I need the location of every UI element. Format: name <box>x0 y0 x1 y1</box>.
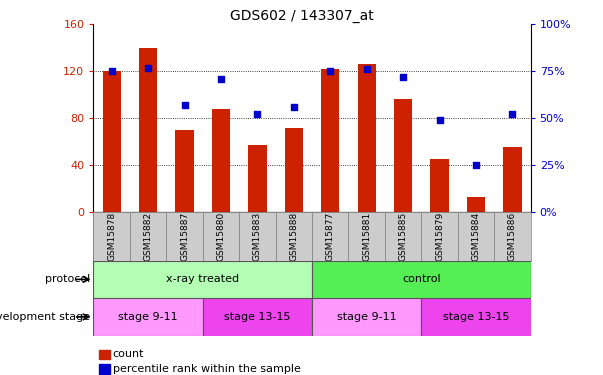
Text: development stage: development stage <box>0 312 90 322</box>
Text: GSM15878: GSM15878 <box>107 211 116 261</box>
Text: GSM15880: GSM15880 <box>216 211 226 261</box>
Text: GSM15879: GSM15879 <box>435 211 444 261</box>
Text: stage 13-15: stage 13-15 <box>443 312 510 322</box>
Text: control: control <box>402 274 441 284</box>
Text: GSM15881: GSM15881 <box>362 211 371 261</box>
Bar <box>312 261 531 298</box>
Bar <box>130 212 166 261</box>
Point <box>253 111 262 117</box>
Bar <box>103 71 121 212</box>
Point <box>508 111 517 117</box>
Bar <box>321 69 339 212</box>
Text: GSM15884: GSM15884 <box>472 211 481 261</box>
Text: GDS602 / 143307_at: GDS602 / 143307_at <box>230 9 373 23</box>
Bar <box>431 159 449 212</box>
Text: GSM15886: GSM15886 <box>508 211 517 261</box>
Bar <box>358 64 376 212</box>
Bar <box>212 109 230 212</box>
Bar <box>349 212 385 261</box>
Bar <box>276 212 312 261</box>
Point <box>144 64 153 70</box>
Bar <box>385 212 421 261</box>
Bar <box>239 212 276 261</box>
Bar <box>421 298 531 336</box>
Text: GSM15888: GSM15888 <box>289 211 298 261</box>
Point <box>216 76 226 82</box>
Text: GSM15877: GSM15877 <box>326 211 335 261</box>
Bar <box>203 298 312 336</box>
Bar <box>166 212 203 261</box>
Bar <box>175 130 194 212</box>
Bar <box>203 212 239 261</box>
Bar <box>93 298 203 336</box>
Text: GSM15882: GSM15882 <box>144 211 153 261</box>
Bar <box>93 212 130 261</box>
Bar <box>312 298 421 336</box>
Bar <box>421 212 458 261</box>
Bar <box>504 147 522 212</box>
Bar <box>394 99 412 212</box>
Point <box>471 162 481 168</box>
Text: stage 13-15: stage 13-15 <box>224 312 291 322</box>
Bar <box>285 128 303 212</box>
Text: x-ray treated: x-ray treated <box>166 274 239 284</box>
Text: percentile rank within the sample: percentile rank within the sample <box>113 364 301 374</box>
Bar <box>312 212 349 261</box>
Bar <box>139 48 157 212</box>
Text: GSM15883: GSM15883 <box>253 211 262 261</box>
Point <box>180 102 189 108</box>
Text: GSM15887: GSM15887 <box>180 211 189 261</box>
Text: protocol: protocol <box>45 274 90 284</box>
Point <box>399 74 408 80</box>
Point <box>326 68 335 74</box>
Point <box>435 117 444 123</box>
Bar <box>494 212 531 261</box>
Bar <box>467 196 485 212</box>
Text: stage 9-11: stage 9-11 <box>118 312 178 322</box>
Text: count: count <box>113 350 144 359</box>
Bar <box>248 145 267 212</box>
Text: stage 9-11: stage 9-11 <box>337 312 397 322</box>
Point <box>362 66 371 72</box>
Bar <box>458 212 494 261</box>
Point <box>107 68 116 74</box>
Point <box>289 104 298 110</box>
Text: GSM15885: GSM15885 <box>399 211 408 261</box>
Bar <box>93 261 312 298</box>
